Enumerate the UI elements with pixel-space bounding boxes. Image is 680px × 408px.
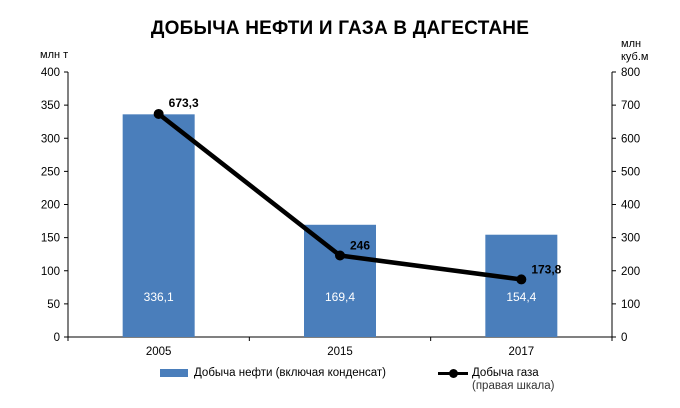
x-axis-tick-label: 2017	[509, 346, 535, 358]
right-axis-unit: млн куб.м	[621, 38, 648, 64]
bar-oil	[304, 224, 376, 337]
right-axis-tick-label: 100	[621, 299, 640, 311]
point-gas-data-label: 673,3	[169, 96, 199, 110]
right-axis-tick-label: 0	[621, 332, 627, 344]
bar-oil-data-label: 154,4	[506, 290, 536, 304]
left-axis-tick-label: 300	[41, 133, 60, 145]
legend-label-oil: Добыча нефти (включая конденсат)	[194, 367, 386, 379]
legend-label-gas-note: (правая шкала)	[472, 380, 555, 392]
right-axis-unit-line2: куб.м	[621, 51, 649, 63]
legend-swatch-oil	[160, 369, 188, 377]
right-axis-unit-line1: млн	[621, 38, 642, 50]
left-axis-tick-label: 200	[41, 200, 60, 212]
point-gas	[335, 250, 345, 261]
legend-item-gas: Добыча газа (правая шкала)	[438, 367, 555, 393]
left-axis-tick-label: 400	[41, 67, 60, 79]
bar-oil-data-label: 336,1	[144, 290, 174, 304]
bar-oil	[485, 234, 558, 337]
x-axis-tick-label: 2005	[146, 346, 172, 358]
legend-item-oil: Добыча нефти (включая конденсат)	[160, 367, 386, 379]
legend-label-gas: Добыча газа	[472, 367, 539, 379]
left-axis-tick-label: 100	[41, 266, 60, 278]
right-axis-tick-label: 400	[621, 200, 640, 212]
bar-oil-data-label: 169,4	[325, 290, 355, 304]
right-axis-tick-label: 300	[621, 233, 640, 245]
right-axis-tick-label: 800	[621, 67, 640, 79]
right-axis-tick-label: 500	[621, 166, 640, 178]
left-axis-tick-label: 150	[41, 233, 60, 245]
chart-title: ДОБЫЧА НЕФТИ И ГАЗА В ДАГЕСТАНЕ	[150, 18, 530, 39]
point-gas	[153, 108, 164, 119]
point-gas-data-label: 173,8	[531, 262, 561, 276]
left-axis-tick-label: 0	[54, 332, 60, 344]
x-axis-tick-label: 2015	[327, 346, 353, 358]
left-axis-tick-label: 350	[41, 100, 60, 112]
legend-swatch-gas	[438, 367, 468, 379]
left-axis-tick-label: 250	[41, 166, 60, 178]
right-axis-tick-label: 200	[621, 266, 640, 278]
left-axis-tick-label: 50	[47, 299, 60, 311]
point-gas	[516, 274, 527, 285]
bar-oil	[122, 114, 195, 338]
right-axis-tick-label: 600	[621, 133, 640, 145]
left-axis-unit: млн т	[40, 49, 69, 61]
point-gas-data-label: 246	[350, 239, 370, 253]
right-axis-tick-label: 700	[621, 100, 640, 112]
